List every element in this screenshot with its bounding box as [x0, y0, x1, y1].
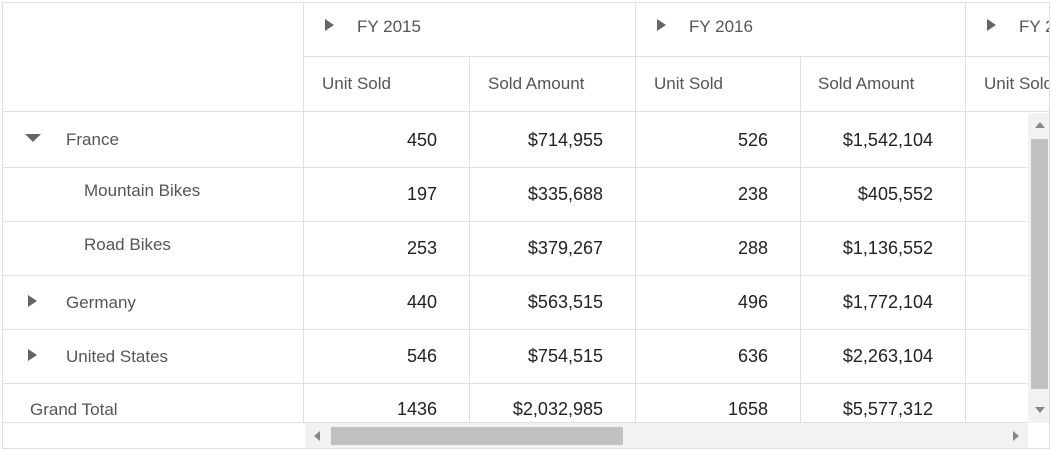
divider [3, 167, 1027, 168]
cell: 1436 [396, 399, 437, 419]
year-header-label: FY 2015 [357, 17, 421, 36]
cell: 238 [737, 184, 768, 204]
divider [3, 111, 1049, 112]
expand-icon[interactable] [657, 19, 666, 31]
scroll-up-icon[interactable] [1035, 122, 1045, 128]
cell: 288 [737, 238, 768, 258]
horizontal-scrollbar[interactable] [305, 423, 1028, 448]
year-header-label: FY 2017 [1019, 17, 1049, 36]
expand-icon[interactable] [28, 295, 37, 307]
column-header-unit-sold[interactable]: Unit Sold [654, 74, 723, 93]
cell: 450 [406, 130, 437, 150]
row-header-grand-total: Grand Total [30, 400, 118, 419]
column-header-sold-amount[interactable]: Sold Amount [818, 74, 915, 93]
row-header-germany: Germany [66, 293, 136, 312]
cell: 1658 [727, 399, 768, 419]
scroll-down-icon[interactable] [1035, 407, 1045, 413]
year-header-label: FY 2016 [689, 17, 753, 36]
divider [965, 3, 966, 423]
divider [3, 275, 1027, 276]
expand-icon[interactable] [987, 19, 996, 31]
column-header-unit-sold[interactable]: Unit Sold [984, 74, 1050, 93]
divider [635, 3, 636, 423]
divider [3, 422, 1049, 423]
row-header-road-bikes: Road Bikes [84, 235, 171, 254]
divider [3, 383, 1027, 384]
expand-icon[interactable] [28, 349, 37, 361]
cell: 253 [406, 238, 437, 258]
vertical-scroll-thumb[interactable] [1031, 139, 1048, 389]
row-header-france: France [66, 130, 119, 149]
collapse-icon[interactable] [25, 134, 41, 142]
row-header-united-states: United States [66, 347, 169, 366]
divider [3, 221, 1027, 222]
column-header-unit-sold[interactable]: Unit Sold [322, 74, 391, 93]
divider [3, 329, 1027, 330]
scroll-right-icon[interactable] [1013, 431, 1019, 441]
cell: 197 [406, 184, 437, 204]
cell: 496 [737, 292, 768, 312]
cell: $379,267 [527, 238, 603, 258]
vertical-scrollbar[interactable] [1028, 113, 1049, 423]
cell: $5,577,312 [842, 399, 933, 419]
divider [303, 3, 304, 423]
cell: $405,552 [857, 184, 933, 204]
cell: 526 [737, 130, 768, 150]
cell: 440 [406, 292, 437, 312]
cell: $1,772,104 [842, 292, 933, 312]
column-header-sold-amount[interactable]: Sold Amount [488, 74, 585, 93]
cell: $1,136,552 [842, 238, 933, 258]
horizontal-scroll-thumb[interactable] [331, 427, 623, 445]
cell: $1,542,104 [842, 130, 933, 150]
divider [469, 56, 470, 423]
scroll-left-icon[interactable] [314, 431, 320, 441]
cell: $563,515 [527, 292, 603, 312]
cell: $335,688 [527, 184, 603, 204]
row-header-mountain-bikes: Mountain Bikes [84, 181, 201, 200]
cell: $2,263,104 [842, 346, 933, 366]
cell: 546 [406, 346, 437, 366]
cell: $754,515 [527, 346, 603, 366]
divider [303, 56, 1049, 57]
expand-icon[interactable] [325, 19, 334, 31]
cell: $714,955 [527, 130, 603, 150]
cell: 636 [737, 346, 768, 366]
divider [800, 56, 801, 423]
cell: $2,032,985 [512, 399, 603, 419]
